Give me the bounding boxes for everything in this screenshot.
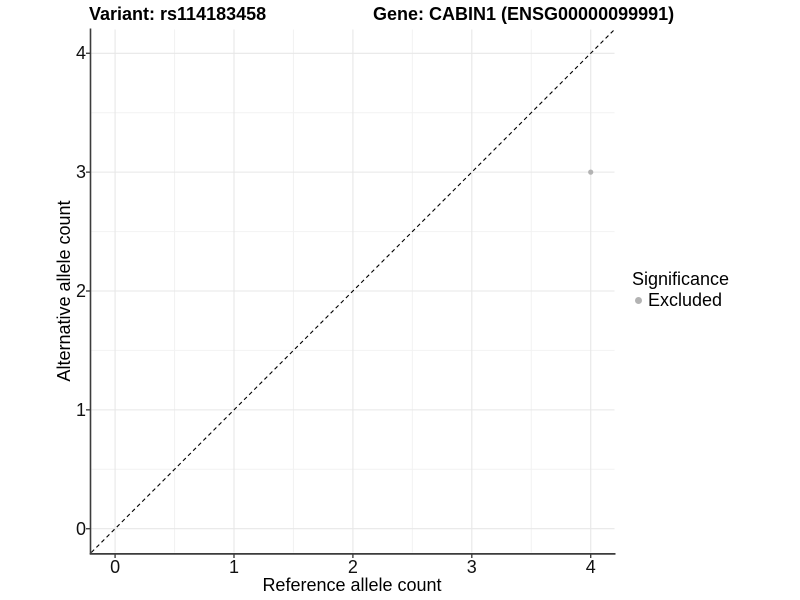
x-tick-label: 1 (228, 557, 239, 577)
gene-title: Gene: CABIN1 (ENSG00000099991) (373, 4, 675, 24)
y-tick-label: 2 (75, 281, 86, 301)
excluded-point-icon (635, 297, 642, 304)
y-tick-label: 3 (75, 162, 86, 183)
y-axis-title: Alternative allele count (54, 200, 74, 382)
y-tick-label: 4 (75, 43, 86, 64)
data-point-excluded (588, 169, 594, 175)
variant-title: Variant: rs114183458 (89, 4, 267, 24)
legend: Significance Excluded (632, 270, 729, 310)
x-tick-label: 0 (110, 557, 121, 577)
x-axis-title: Reference allele count (262, 575, 442, 595)
y-tick-label: 0 (75, 518, 86, 539)
legend-item-excluded: Excluded (632, 291, 729, 310)
y-tick-label: 1 (75, 399, 86, 420)
x-tick-label: 4 (585, 557, 596, 577)
identity-dashed-line (90, 29, 615, 553)
legend-title: Significance (632, 269, 730, 289)
x-tick-label: 3 (466, 557, 477, 577)
x-tick-label: 2 (347, 557, 358, 577)
legend-item-label: Excluded (648, 290, 723, 310)
